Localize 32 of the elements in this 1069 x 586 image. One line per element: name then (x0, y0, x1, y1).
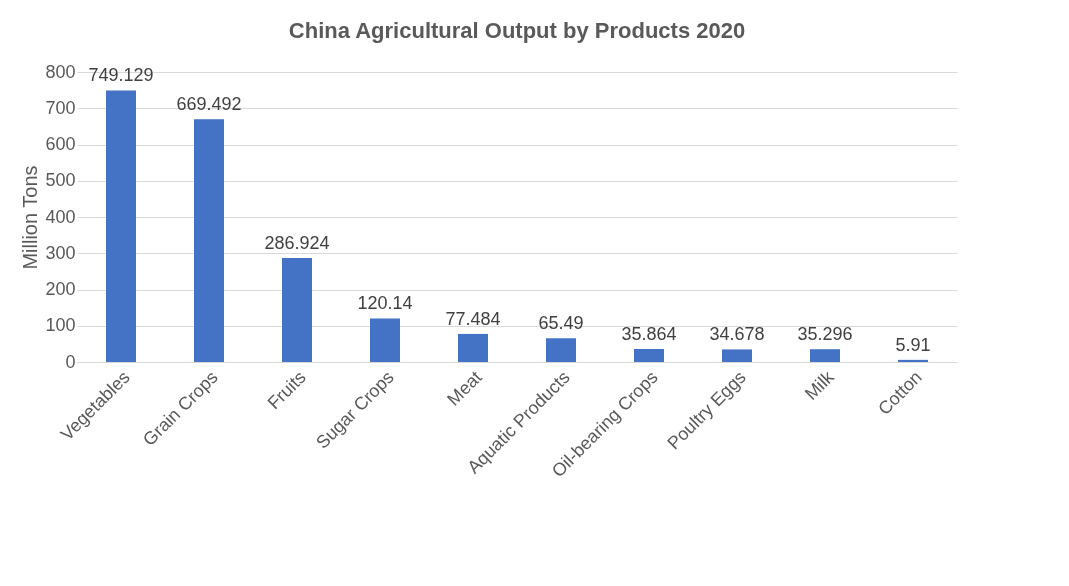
bar (722, 349, 752, 362)
chart-title: China Agricultural Output by Products 2020 (288, 18, 746, 43)
y-tick-label: 500 (45, 170, 76, 191)
y-axis-title: Million Tons (19, 165, 42, 270)
data-label: 34.678 (709, 324, 765, 345)
bar (282, 257, 312, 362)
y-tick-label: 700 (45, 97, 76, 118)
data-label: 35.864 (621, 324, 677, 344)
y-tick-label: 800 (45, 61, 76, 82)
bar (458, 333, 488, 362)
data-label: 35.296 (797, 324, 853, 345)
bar (810, 349, 840, 362)
bar (634, 349, 664, 362)
y-tick-label: 400 (45, 206, 76, 227)
data-label: 120.14 (357, 293, 413, 314)
bar (898, 359, 928, 362)
y-tick-label: 600 (45, 134, 76, 154)
x-tick-label: Milk (800, 366, 839, 404)
y-tick-label: 300 (45, 242, 76, 263)
bar (194, 119, 224, 362)
data-label: 286.924 (264, 232, 330, 253)
bar (370, 318, 400, 362)
bar (106, 90, 136, 362)
data-label: 749.129 (88, 65, 154, 86)
y-tick-label: 100 (45, 315, 76, 336)
data-label: 669.492 (176, 94, 242, 115)
data-label: 65.49 (538, 313, 584, 334)
y-tick-label: 0 (65, 351, 76, 372)
data-label: 77.484 (445, 308, 501, 329)
data-label: 5.91 (895, 334, 931, 355)
y-tick-label: 200 (45, 279, 76, 299)
bar (546, 338, 576, 362)
